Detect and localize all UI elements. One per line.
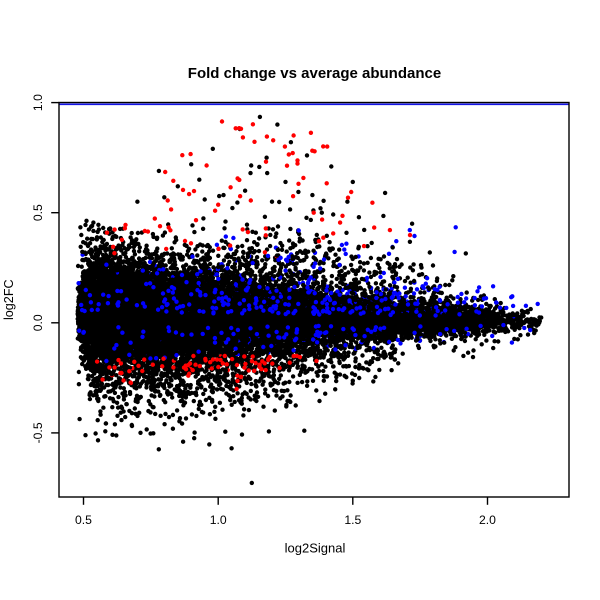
svg-text:1.5: 1.5 [344, 513, 361, 527]
svg-text:log2FC: log2FC [2, 279, 16, 320]
svg-text:0.0: 0.0 [31, 314, 45, 331]
svg-text:1.0: 1.0 [210, 513, 227, 527]
svg-text:0.5: 0.5 [75, 513, 92, 527]
svg-text:log2Signal: log2Signal [285, 541, 346, 556]
svg-text:-0.5: -0.5 [31, 422, 45, 443]
svg-text:0.5: 0.5 [31, 204, 45, 221]
svg-text:1.0: 1.0 [31, 94, 45, 111]
svg-text:2.0: 2.0 [479, 513, 496, 527]
svg-text:Fold change vs average abundan: Fold change vs average abundance [188, 65, 441, 82]
